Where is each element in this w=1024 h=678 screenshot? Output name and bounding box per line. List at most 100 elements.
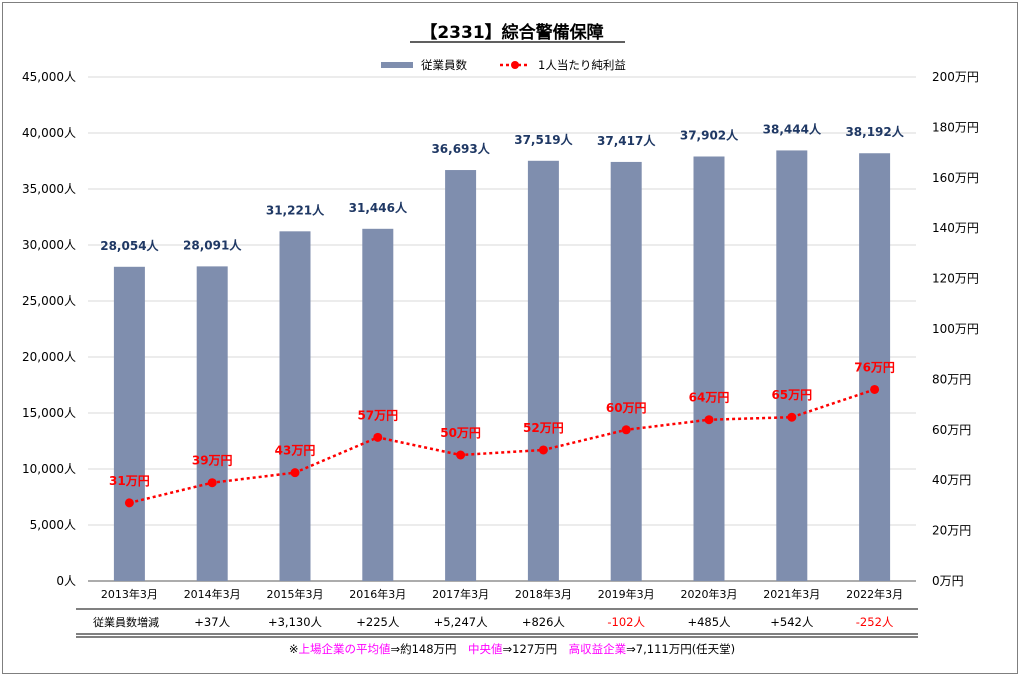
footnote-part: ⇒約148万円 (390, 642, 468, 656)
line-data-label: 52万円 (523, 421, 564, 435)
bar-data-label: 37,519人 (514, 132, 573, 147)
line-path (129, 388, 875, 505)
line-data-label: 57万円 (357, 408, 398, 422)
line-data-label: 43万円 (275, 444, 316, 458)
right-tick-label: 60万円 (932, 423, 971, 437)
right-tick-label: 20万円 (932, 524, 971, 538)
right-tick-label: 140万円 (932, 221, 979, 235)
left-tick-label: 30,000人 (22, 238, 76, 252)
right-tick-label: 40万円 (932, 473, 971, 487)
bar-data-label: 37,902人 (680, 127, 739, 142)
line-data-label: 60万円 (606, 401, 647, 415)
bar (279, 231, 311, 581)
left-tick-label: 5,000人 (30, 518, 76, 532)
legend-bar-swatch (381, 62, 413, 68)
bar (610, 161, 642, 581)
category-label: 2016年3月 (349, 587, 406, 601)
line-data-label: 39万円 (192, 454, 233, 468)
left-tick-label: 15,000人 (22, 406, 76, 420)
bar (113, 266, 145, 581)
bar (776, 150, 808, 582)
line-point (207, 478, 217, 488)
line-point (124, 498, 134, 508)
bar-data-label: 36,693人 (431, 141, 490, 156)
bar (445, 170, 477, 582)
footnote-part: ⇒7,111万円(任天堂) (626, 642, 735, 656)
right-tick-label: 80万円 (932, 372, 971, 386)
table-diff-value: -102人 (607, 615, 645, 629)
legend: 従業員数 1人当たり純利益 (381, 58, 626, 72)
line-data-label: 65万円 (771, 388, 812, 402)
table-diff-value: +5,247人 (434, 615, 489, 629)
footnote-part: 中央値 (468, 642, 503, 656)
footnote-part: 上場企業の平均値 (298, 642, 390, 656)
category-label: 2015年3月 (267, 587, 324, 601)
bar-data-label: 28,054人 (100, 238, 159, 253)
line-point (787, 412, 797, 422)
table-diff-value: -252人 (856, 615, 894, 629)
bar-data-label: 31,221人 (266, 202, 325, 217)
table-diff-value: +225人 (356, 615, 400, 629)
line-data-label: 50万円 (440, 426, 481, 440)
line-series: 31万円 39万円 43万円 57万円 50万円 52万円 60万円 64万円 65万円 76万円 (109, 360, 895, 508)
bar-data-label: 37,417人 (597, 133, 656, 148)
footnote-part: ⇒127万円 (503, 642, 569, 656)
legend-line-marker (511, 61, 519, 69)
right-axis: 0万円 20万円 40万円 60万円 80万円 100万円 120万円 140万円 160万円 1… (932, 70, 979, 588)
bar (693, 156, 725, 581)
bar (527, 160, 559, 581)
bar-data-label: 38,192人 (845, 124, 904, 139)
left-tick-label: 0人 (56, 574, 76, 588)
category-label: 2013年3月 (101, 587, 158, 601)
table-diff-value: +37人 (194, 615, 230, 629)
left-tick-label: 20,000人 (22, 350, 76, 364)
line-data-label: 31万円 (109, 474, 150, 488)
left-tick-label: 40,000人 (22, 126, 76, 140)
bar (859, 153, 891, 581)
table-diff-value: +542人 (770, 615, 814, 629)
legend-line-label: 1人当たり純利益 (538, 58, 626, 72)
table-row-label: 従業員数増減 (93, 615, 159, 629)
right-tick-label: 200万円 (932, 70, 979, 84)
bar-data-label: 28,091人 (183, 237, 242, 252)
line-point (621, 425, 631, 435)
bar (362, 228, 394, 581)
right-tick-label: 180万円 (932, 120, 979, 134)
right-tick-label: 100万円 (932, 322, 979, 336)
table-diff-value: +485人 (687, 615, 731, 629)
bars: 28,054人 28,091人 31,221人 31,446人 36,693人 37,51… (100, 121, 905, 582)
line-point (538, 445, 548, 455)
line-point (290, 468, 300, 478)
category-label: 2018年3月 (515, 587, 572, 601)
footnote-part: 高収益企業 (569, 642, 627, 656)
line-data-label: 64万円 (689, 391, 730, 405)
left-axis: 0人 5,000人 10,000人 15,000人 20,000人 25,000人 30,0… (22, 70, 76, 588)
line-point (373, 432, 383, 442)
left-tick-label: 10,000人 (22, 462, 76, 476)
footnote-part: ※ (289, 642, 299, 656)
line-point (870, 384, 880, 394)
right-tick-label: 120万円 (932, 272, 979, 286)
category-label: 2017年3月 (432, 587, 489, 601)
bar-data-label: 38,444人 (763, 121, 822, 136)
table-diff-value: +826人 (522, 615, 566, 629)
diff-table: 従業員数増減 +37人 +3,130人 +225人 +5,247人 +826人 -102人 +… (76, 608, 918, 638)
right-tick-label: 0万円 (932, 574, 964, 588)
category-label: 2021年3月 (763, 587, 820, 601)
chart-title: 【2331】綜合警備保障 (420, 22, 603, 43)
legend-bar-label: 従業員数 (421, 58, 467, 72)
category-label: 2019年3月 (598, 587, 655, 601)
right-tick-label: 160万円 (932, 171, 979, 185)
category-label: 2014年3月 (184, 587, 241, 601)
category-label: 2022年3月 (846, 587, 903, 601)
footnote: ※上場企業の平均値⇒約148万円 中央値⇒127万円 高収益企業⇒7,111万円… (289, 642, 735, 656)
line-point (456, 450, 466, 460)
line-point (704, 415, 714, 425)
left-tick-label: 35,000人 (22, 182, 76, 196)
bar-data-label: 31,446人 (349, 200, 408, 215)
bar (196, 266, 228, 581)
left-tick-label: 45,000人 (22, 70, 76, 84)
table-diff-value: +3,130人 (268, 615, 323, 629)
